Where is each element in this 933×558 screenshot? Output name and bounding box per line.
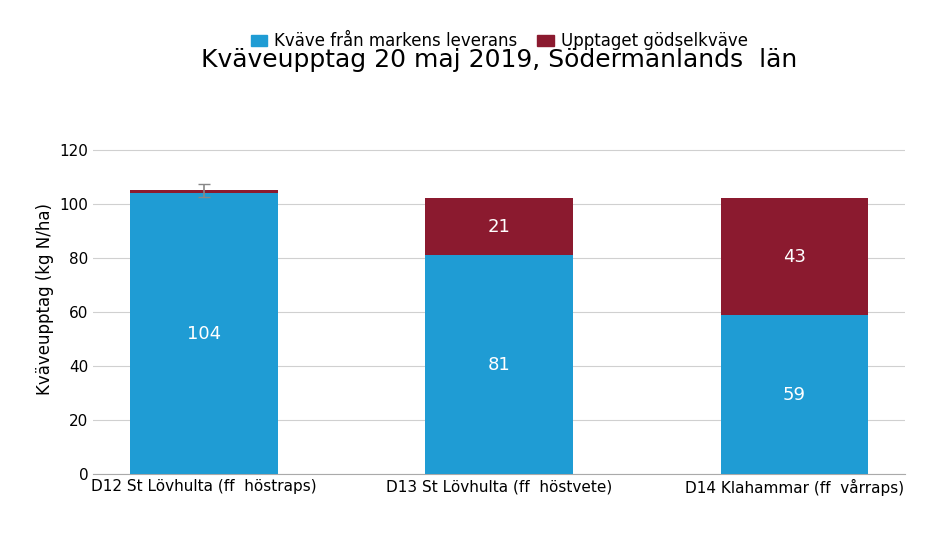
Bar <box>131 190 278 193</box>
Bar <box>720 315 868 474</box>
Text: 59: 59 <box>783 386 806 403</box>
Legend: Kväve från markens leverans, Upptaget gödselkväve: Kväve från markens leverans, Upptaget gö… <box>244 26 754 57</box>
Y-axis label: Kväveupptag (kg N/ha): Kväveupptag (kg N/ha) <box>36 203 54 395</box>
Bar <box>425 255 573 474</box>
Text: 43: 43 <box>783 248 806 266</box>
Text: 104: 104 <box>187 325 221 343</box>
Bar <box>131 193 278 474</box>
Bar <box>425 199 573 255</box>
Bar <box>720 199 868 315</box>
Title: Kväveupptag 20 maj 2019, Södermanlands  län: Kväveupptag 20 maj 2019, Södermanlands l… <box>201 48 798 72</box>
Text: 81: 81 <box>488 356 510 374</box>
Text: 21: 21 <box>488 218 510 236</box>
